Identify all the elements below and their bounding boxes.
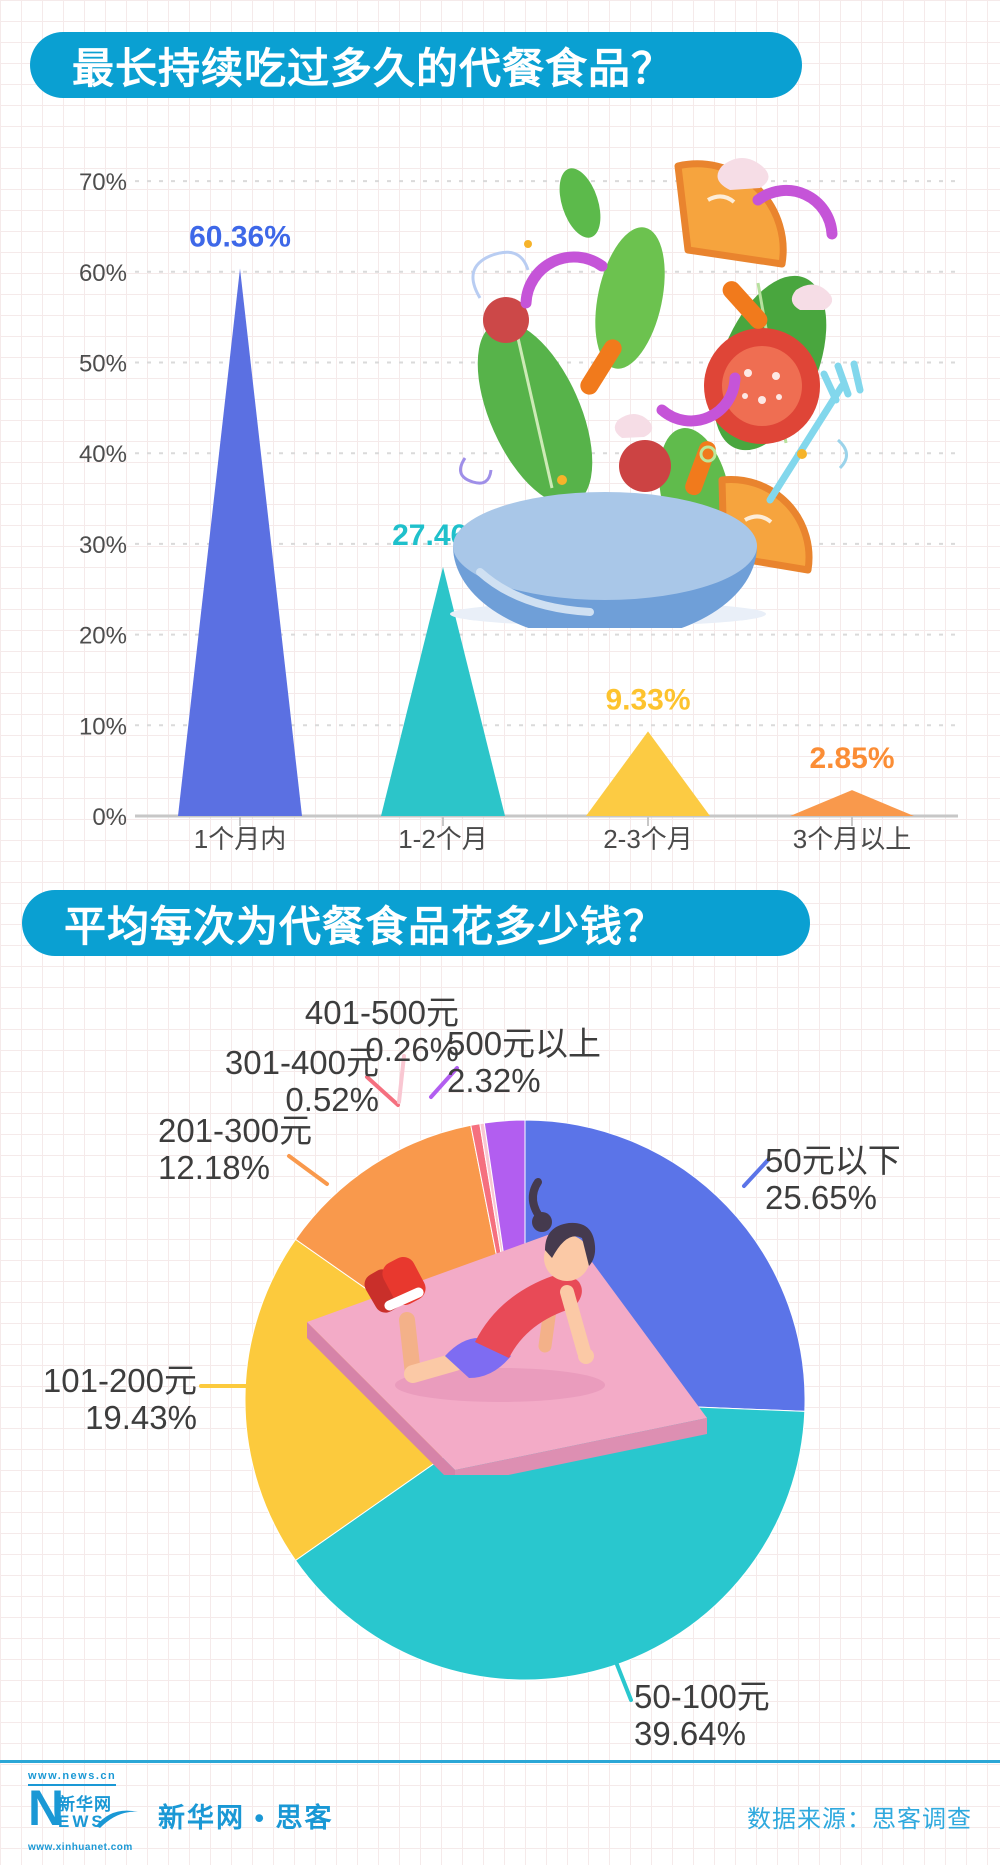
xinhuanet-logo: www.news.cn N 新华网 EWS www.xinhuanet.com xyxy=(28,1770,148,1853)
x-category-label: 2-3个月 xyxy=(603,824,693,854)
news-url: www.news.cn xyxy=(28,1770,116,1786)
pie-leader-line xyxy=(397,1054,406,1104)
y-tick-label: 30% xyxy=(79,532,127,559)
y-tick-label: 60% xyxy=(79,260,127,287)
triangle-mark xyxy=(586,731,710,816)
pie-label-under-50: 50元以下 25.65% xyxy=(765,1142,901,1216)
pie-label-101-200: 101-200元 19.43% xyxy=(42,1362,197,1436)
pie-label-301-400: 301-400元 0.52% xyxy=(224,1044,379,1118)
pie-label-401-500: 401-500元 0.26% xyxy=(304,994,459,1068)
value-label: 9.33% xyxy=(605,683,690,716)
data-source-note: 数据来源：思客调查 xyxy=(747,1806,972,1833)
footer-divider xyxy=(0,1760,1000,1763)
triangle-mark xyxy=(178,268,302,816)
pie-leader-line xyxy=(614,1660,633,1702)
pie-label-over-500: 500元以上 2.32% xyxy=(447,1025,602,1099)
brand-text: 新华网 • 思客 xyxy=(158,1803,334,1833)
triangle-mark xyxy=(790,790,914,816)
pie-label-50-100: 50-100元 39.64% xyxy=(634,1678,770,1752)
fork-icon xyxy=(766,360,864,504)
value-label: 60.36% xyxy=(189,221,291,254)
salad-bowl-illustration xyxy=(450,158,864,628)
pie-slice xyxy=(294,1399,806,1681)
section2-title: 平均每次为代餐食品花多少钱？ xyxy=(64,902,667,950)
section2-title-pill: 平均每次为代餐食品花多少钱？ xyxy=(22,890,810,956)
section1-title-pill: 最长持续吃过多久的代餐食品？ xyxy=(30,32,802,98)
y-tick-label: 20% xyxy=(79,623,127,650)
xinhuanet-url: www.xinhuanet.com xyxy=(28,1842,133,1853)
pie-leader-line xyxy=(429,1066,459,1099)
x-category-label: 1-2个月 xyxy=(398,824,488,854)
y-tick-label: 0% xyxy=(92,804,127,831)
x-category-label: 3个月以上 xyxy=(793,824,911,854)
triangle-mark xyxy=(381,566,505,816)
logo-swoosh-icon xyxy=(96,1810,138,1828)
y-tick-label: 70% xyxy=(79,169,127,196)
pie-leader-line xyxy=(742,1158,770,1188)
pie-label-201-300: 201-300元 12.18% xyxy=(158,1112,313,1186)
y-tick-label: 10% xyxy=(79,713,127,740)
value-label: 2.85% xyxy=(809,742,894,775)
pie-leader-line xyxy=(365,1075,400,1107)
pie-leader-line xyxy=(287,1154,329,1186)
x-category-label: 1个月内 xyxy=(194,824,286,854)
yoga-woman-illustration xyxy=(307,1178,707,1475)
y-tick-label: 40% xyxy=(79,441,127,468)
xinhuanet-logo-mark: N 新华网 EWS xyxy=(28,1782,138,1840)
y-tick-label: 50% xyxy=(79,351,127,378)
section1-title: 最长持续吃过多久的代餐食品？ xyxy=(72,44,675,92)
